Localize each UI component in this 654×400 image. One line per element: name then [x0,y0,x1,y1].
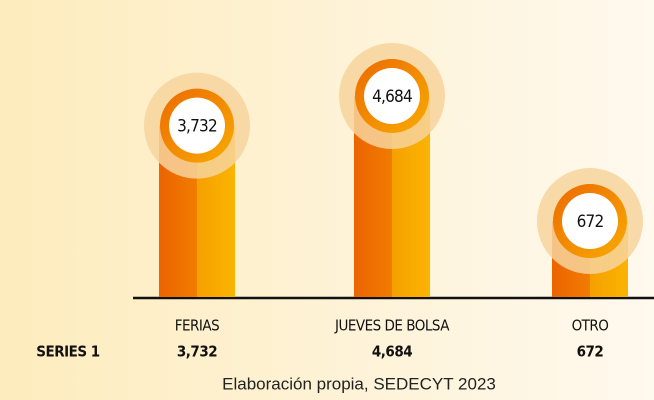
data-label: 4,684 [372,87,412,107]
table-value: 3,732 [177,343,217,361]
data-label: 672 [577,212,604,232]
data-label: 3,732 [177,117,217,137]
x-tick-label: JUEVES DE BOLSA [334,317,450,335]
table-value: 672 [577,343,604,361]
table-value: 4,684 [372,343,412,361]
label-disc [364,68,420,124]
label-disc [562,193,618,250]
series-label: SERIES 1 [36,343,99,361]
x-tick-label: FERIAS [175,317,219,335]
label-disc [169,97,225,154]
x-tick-label: OTRO [572,317,609,335]
source: Elaboración propia, SEDECYT 2023 [222,374,496,393]
